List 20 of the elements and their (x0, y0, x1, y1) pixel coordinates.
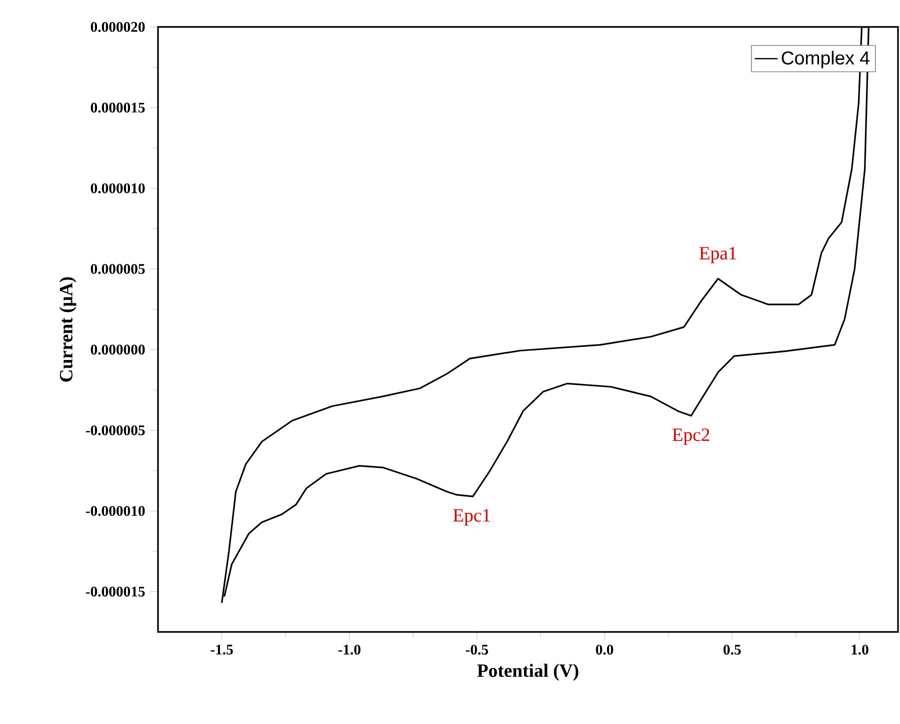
y-tick-label: 0.000010 (90, 183, 145, 194)
y-axis-title: Current (μA) (59, 277, 76, 382)
annotation: Epc1 (453, 509, 490, 526)
y-tick-label: -0.000010 (86, 506, 145, 516)
x-axis-title: Potential (V) (477, 664, 578, 681)
x-tick-label: 0.0 (596, 644, 614, 655)
y-tick-label: -0.000005 (86, 425, 145, 436)
y-tick-label: 0.000020 (90, 22, 145, 32)
y-tick-label: 0.000000 (90, 344, 145, 355)
x-tick-label: 0.5 (724, 644, 741, 655)
x-tick-label: 1.0 (852, 644, 868, 655)
y-tick-label: 0.000015 (90, 102, 145, 113)
annotation: Epa1 (699, 246, 736, 264)
y-tick-label: 0.000005 (90, 264, 145, 274)
y-tick-label: -0.000015 (86, 586, 145, 597)
x-tick-label: -1.0 (338, 644, 360, 655)
annotation: Epc2 (672, 428, 710, 445)
legend-label: Complex 4 (782, 50, 870, 68)
x-tick-label: -1.5 (210, 644, 233, 655)
x-tick-label: -0.5 (466, 644, 488, 655)
